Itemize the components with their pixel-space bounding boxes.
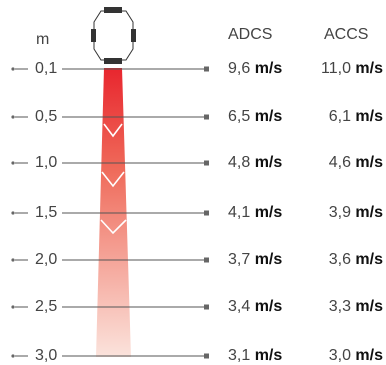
distance-label: 1,0 <box>35 154 57 171</box>
throw-row: 1,5 4,1 m/s 3,9 m/s <box>11 204 383 221</box>
accs-unit: m/s <box>355 60 383 77</box>
accs-value: 6,1 m/s <box>329 108 383 125</box>
distance-label: 1,5 <box>35 204 57 221</box>
throw-table: 0,1 9,6 m/s 11,0 m/s0,5 6,5 m/s 6,1 m/s1,0 4,… <box>11 60 383 364</box>
adcs-column-header: ADCS <box>228 26 272 43</box>
distance-unit-header: m <box>36 31 49 48</box>
adcs-number: 6,5 <box>228 108 250 125</box>
adcs-number: 4,8 <box>228 154 250 171</box>
throw-row: 2,0 3,7 m/s 3,6 m/s <box>11 251 383 268</box>
row-start-dot <box>11 211 15 215</box>
adcs-unit: m/s <box>255 298 283 315</box>
adcs-unit: m/s <box>255 60 283 77</box>
accs-value: 11,0 m/s <box>321 60 383 77</box>
adcs-value: 3,7 m/s <box>228 251 282 268</box>
accs-unit: m/s <box>355 204 383 221</box>
adcs-number: 3,7 <box>228 251 250 268</box>
diffuser-icon <box>91 7 136 64</box>
row-end-marker <box>204 160 209 166</box>
adcs-value: 3,4 m/s <box>228 298 282 315</box>
adcs-number: 3,1 <box>228 347 250 364</box>
adcs-unit: m/s <box>255 108 283 125</box>
throw-row: 2,5 3,4 m/s 3,3 m/s <box>11 298 383 315</box>
adcs-unit: m/s <box>255 347 283 364</box>
adcs-value: 4,1 m/s <box>228 204 282 221</box>
distance-label: 0,5 <box>35 108 57 125</box>
row-end-marker <box>204 66 209 72</box>
row-start-dot <box>11 258 15 262</box>
adcs-number: 9,6 <box>228 60 250 77</box>
accs-number: 4,6 <box>329 154 351 171</box>
adcs-number: 3,4 <box>228 298 250 315</box>
row-end-marker <box>204 114 209 120</box>
accs-number: 3,3 <box>329 298 351 315</box>
distance-label: 2,5 <box>35 298 57 315</box>
row-end-marker <box>204 353 209 359</box>
throw-row: 0,1 9,6 m/s 11,0 m/s <box>11 60 383 77</box>
accs-unit: m/s <box>355 347 383 364</box>
adcs-value: 3,1 m/s <box>228 347 282 364</box>
row-start-dot <box>11 115 15 119</box>
row-start-dot <box>11 305 15 309</box>
row-end-marker <box>204 210 209 216</box>
accs-number: 3,9 <box>329 204 351 221</box>
row-start-dot <box>11 67 15 71</box>
accs-column-header: ACCS <box>324 26 368 43</box>
distance-label: 0,1 <box>35 60 57 77</box>
adcs-unit: m/s <box>255 251 283 268</box>
throw-row: 1,0 4,8 m/s 4,6 m/s <box>11 154 383 171</box>
accs-value: 3,6 m/s <box>329 251 383 268</box>
accs-number: 6,1 <box>329 108 351 125</box>
row-start-dot <box>11 161 15 165</box>
accs-number: 3,0 <box>329 347 351 364</box>
adcs-number: 4,1 <box>228 204 250 221</box>
adcs-unit: m/s <box>255 154 283 171</box>
accs-number: 3,6 <box>329 251 351 268</box>
throw-row: 0,5 6,5 m/s 6,1 m/s <box>11 108 383 125</box>
row-end-marker <box>204 257 209 263</box>
accs-unit: m/s <box>355 251 383 268</box>
accs-value: 3,3 m/s <box>329 298 383 315</box>
adcs-value: 9,6 m/s <box>228 60 282 77</box>
accs-number: 11,0 <box>321 60 351 77</box>
adcs-unit: m/s <box>255 204 283 221</box>
distance-label: 2,0 <box>35 251 57 268</box>
jet-chevrons <box>100 123 127 235</box>
accs-unit: m/s <box>355 154 383 171</box>
accs-unit: m/s <box>355 108 383 125</box>
accs-value: 3,9 m/s <box>329 204 383 221</box>
distance-label: 3,0 <box>35 347 57 364</box>
accs-unit: m/s <box>355 298 383 315</box>
throw-row: 3,0 3,1 m/s 3,0 m/s <box>11 347 383 364</box>
adcs-value: 4,8 m/s <box>228 154 282 171</box>
accs-value: 4,6 m/s <box>329 154 383 171</box>
accs-value: 3,0 m/s <box>329 347 383 364</box>
adcs-value: 6,5 m/s <box>228 108 282 125</box>
row-start-dot <box>11 354 15 358</box>
row-end-marker <box>204 304 209 310</box>
